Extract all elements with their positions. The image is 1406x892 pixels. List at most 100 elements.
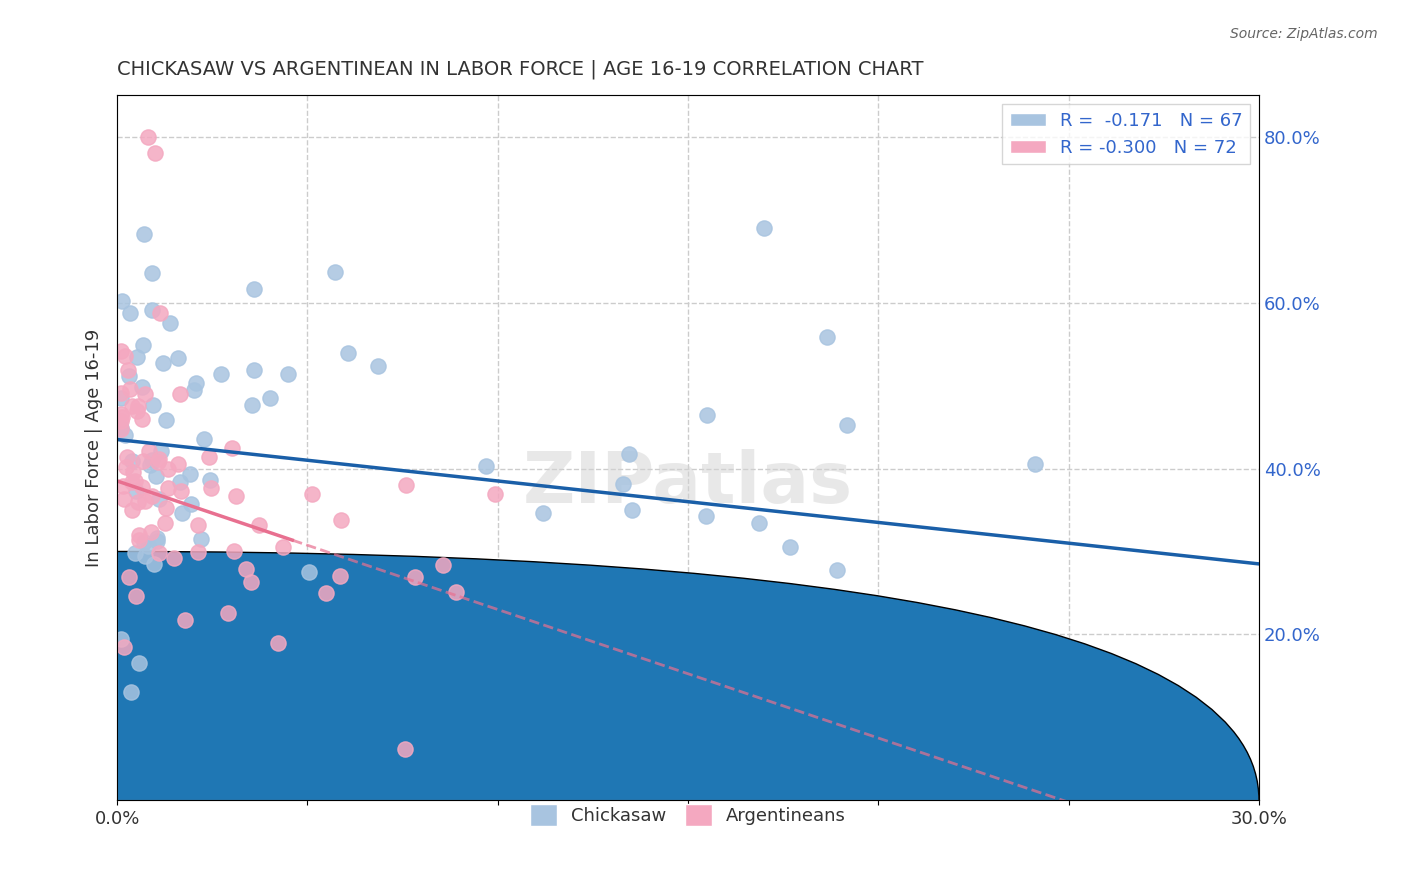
Chickasaw xyxy=(617,447,640,461)
Chickasaw xyxy=(336,345,359,359)
Argentineans xyxy=(394,742,416,756)
Chickasaw xyxy=(141,266,163,280)
Chickasaw xyxy=(145,533,167,548)
Argentineans xyxy=(432,558,454,572)
Argentineans xyxy=(148,546,170,560)
Argentineans xyxy=(121,503,143,517)
Chickasaw xyxy=(259,391,281,405)
Argentineans xyxy=(157,462,180,476)
Argentineans xyxy=(124,589,146,603)
Argentineans xyxy=(200,481,222,495)
Argentineans xyxy=(404,570,426,584)
Argentineans xyxy=(167,458,190,472)
Argentineans xyxy=(146,455,169,469)
Chickasaw xyxy=(141,453,163,467)
Argentineans xyxy=(127,404,149,418)
Chickasaw xyxy=(145,469,167,483)
Chickasaw xyxy=(167,351,190,365)
Argentineans xyxy=(136,129,159,144)
Argentineans xyxy=(112,640,135,654)
Argentineans xyxy=(110,408,132,422)
Argentineans xyxy=(330,513,353,527)
Chickasaw xyxy=(612,477,634,491)
Argentineans xyxy=(301,487,323,501)
Chickasaw xyxy=(125,350,148,364)
Y-axis label: In Labor Force | Age 16-19: In Labor Force | Age 16-19 xyxy=(86,328,103,567)
Legend: Chickasaw, Argentineans: Chickasaw, Argentineans xyxy=(523,797,853,833)
Chickasaw xyxy=(837,418,859,433)
Chickasaw xyxy=(179,467,201,481)
Chickasaw xyxy=(190,532,212,546)
Chickasaw xyxy=(367,359,389,373)
Argentineans xyxy=(221,441,243,455)
Argentineans xyxy=(217,606,239,620)
Chickasaw xyxy=(323,264,346,278)
Chickasaw xyxy=(132,338,155,352)
Argentineans xyxy=(131,412,153,426)
Chickasaw xyxy=(180,497,202,511)
Chickasaw xyxy=(243,363,266,377)
Argentineans xyxy=(163,551,186,566)
Chickasaw xyxy=(297,565,319,579)
Chickasaw xyxy=(131,380,153,394)
Text: Source: ZipAtlas.com: Source: ZipAtlas.com xyxy=(1230,27,1378,41)
Chickasaw xyxy=(198,473,221,487)
Chickasaw xyxy=(124,483,146,498)
Argentineans xyxy=(169,387,191,401)
Chickasaw xyxy=(139,458,162,472)
Chickasaw xyxy=(114,428,136,442)
Chickasaw xyxy=(277,368,299,382)
Argentineans xyxy=(141,489,163,503)
Argentineans xyxy=(134,494,156,508)
Chickasaw xyxy=(696,408,718,422)
Chickasaw xyxy=(193,432,215,446)
Argentineans xyxy=(271,541,294,555)
Chickasaw xyxy=(120,306,142,320)
Argentineans xyxy=(329,569,352,583)
Chickasaw xyxy=(827,563,849,577)
Chickasaw xyxy=(748,516,770,531)
Argentineans xyxy=(149,306,172,320)
Argentineans xyxy=(155,500,177,515)
Argentineans xyxy=(110,344,132,359)
Chickasaw xyxy=(134,549,156,564)
Chickasaw xyxy=(475,459,498,474)
Argentineans xyxy=(139,525,162,540)
Chickasaw xyxy=(111,294,134,309)
Chickasaw xyxy=(242,398,264,412)
Argentineans xyxy=(153,516,176,530)
Chickasaw xyxy=(110,632,132,646)
Argentineans xyxy=(446,585,468,599)
Argentineans xyxy=(247,517,270,532)
Argentineans xyxy=(134,386,156,401)
Chickasaw xyxy=(186,376,208,390)
Chickasaw xyxy=(110,391,132,405)
Argentineans xyxy=(121,399,143,413)
Chickasaw xyxy=(120,685,142,699)
Text: ZIPatlas: ZIPatlas xyxy=(523,449,853,517)
Argentineans xyxy=(187,545,209,559)
Chickasaw xyxy=(142,398,165,412)
Chickasaw xyxy=(172,506,194,520)
Argentineans xyxy=(225,489,247,503)
Argentineans xyxy=(110,414,132,428)
Argentineans xyxy=(239,574,262,589)
Argentineans xyxy=(117,363,139,377)
Chickasaw xyxy=(117,368,139,383)
Argentineans xyxy=(128,533,150,548)
Chickasaw xyxy=(243,283,266,297)
Chickasaw xyxy=(132,535,155,549)
Chickasaw xyxy=(815,329,838,343)
Argentineans xyxy=(315,585,337,599)
Argentineans xyxy=(198,450,221,464)
Chickasaw xyxy=(169,475,191,489)
Argentineans xyxy=(115,450,138,464)
Argentineans xyxy=(114,349,136,363)
Chickasaw xyxy=(132,227,155,241)
Argentineans xyxy=(127,400,149,414)
Chickasaw xyxy=(141,303,163,318)
Text: CHICKASAW VS ARGENTINEAN IN LABOR FORCE | AGE 16-19 CORRELATION CHART: CHICKASAW VS ARGENTINEAN IN LABOR FORCE … xyxy=(117,60,924,79)
Argentineans xyxy=(128,528,150,542)
Argentineans xyxy=(124,474,146,488)
Argentineans xyxy=(114,491,136,506)
